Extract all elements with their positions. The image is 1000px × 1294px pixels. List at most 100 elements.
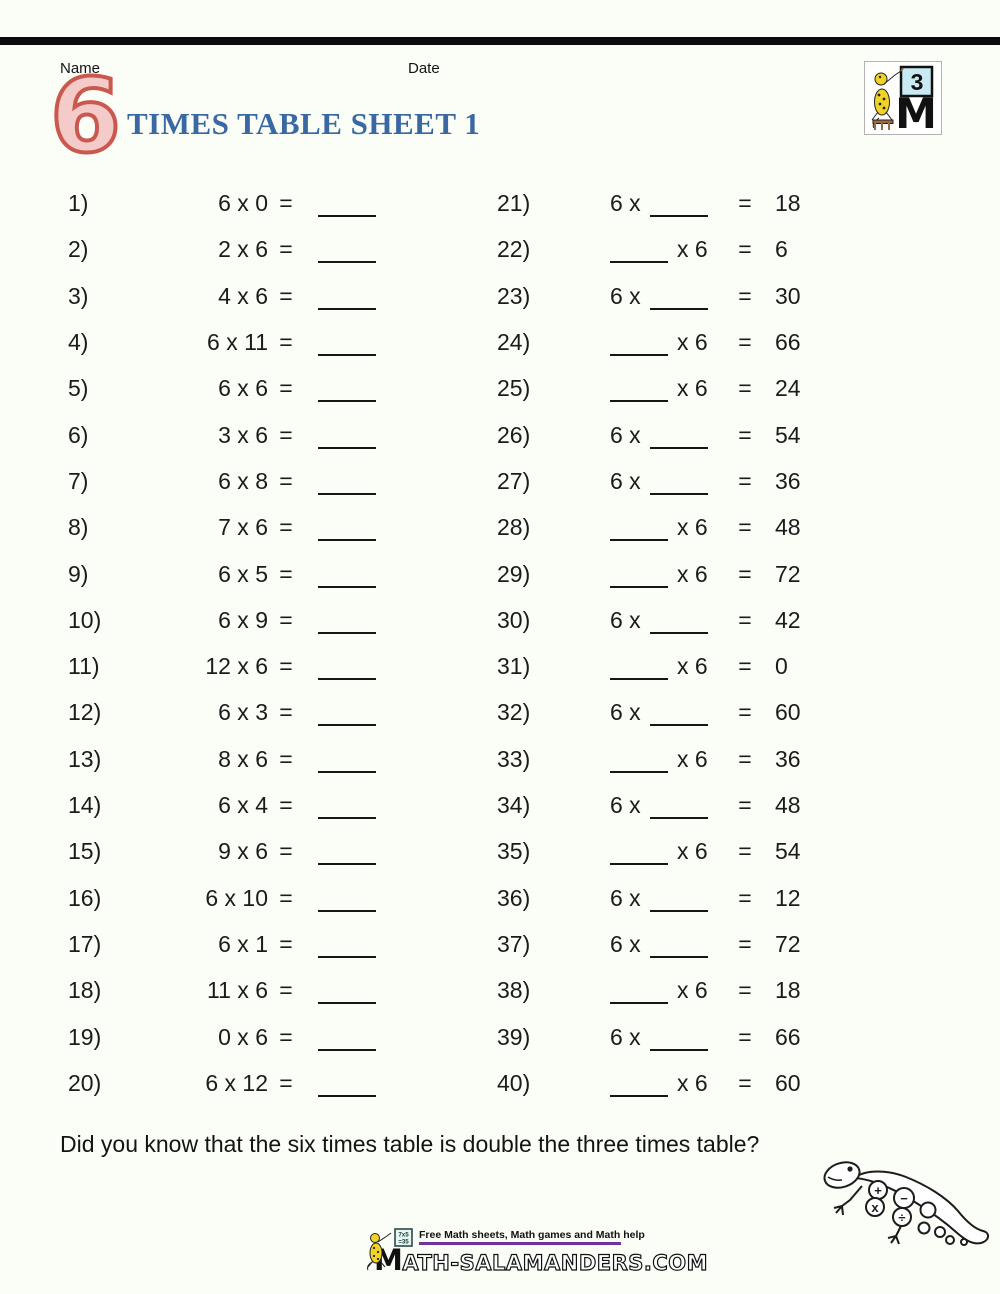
- expression-suffix: x 6: [677, 236, 708, 263]
- answer-blank-cell: [304, 319, 460, 365]
- problem-row: 22) x 6 = 6: [490, 226, 950, 272]
- expression-prefix: 6 x: [610, 931, 641, 957]
- equals-sign: =: [279, 931, 293, 957]
- expression-prefix: 6 x: [610, 699, 641, 726]
- answer-value: 18: [775, 977, 801, 1004]
- expression-suffix: x 6: [677, 375, 708, 402]
- problem-number: 2): [68, 236, 89, 263]
- answer-blank-cell: [304, 597, 460, 643]
- answer-blank: [318, 294, 376, 310]
- equals-sign: =: [738, 653, 752, 680]
- problem-expression: 6 x 10: [205, 884, 268, 911]
- answer-value: 54: [775, 838, 801, 865]
- problem-number: 36): [497, 884, 531, 911]
- equals-sign: =: [738, 745, 752, 772]
- equals-sign: =: [279, 190, 293, 216]
- answer-blank: [318, 525, 376, 542]
- expression-prefix: 6 x: [610, 1023, 641, 1050]
- equals-sign: =: [738, 328, 752, 355]
- problem-expression: 6 x: [610, 180, 735, 226]
- answer-value: 72: [775, 931, 801, 957]
- answer-blank: [610, 340, 668, 356]
- answer-value: 36: [775, 467, 801, 494]
- answer-blank: [318, 803, 376, 820]
- answer-blank-cell: [304, 458, 460, 504]
- answer-blank: [318, 710, 376, 727]
- problem-number: 11): [68, 653, 100, 680]
- problem-expression: 6 x 6: [218, 375, 268, 402]
- equals-sign: =: [738, 421, 752, 448]
- footer-tagline: Free Math sheets, Math games and Math he…: [419, 1229, 645, 1241]
- answer-blank-cell: [304, 875, 460, 921]
- problem-number: 9): [68, 560, 89, 587]
- equals-sign: =: [279, 236, 293, 263]
- math-salamanders-logo-badge: 3 M: [864, 61, 942, 138]
- problem-expression: x 6: [610, 643, 735, 689]
- expression-suffix: x 6: [677, 328, 708, 355]
- fact-text: Did you know that the six times table is…: [60, 1131, 760, 1157]
- expression-suffix: x 6: [677, 560, 708, 587]
- expression-prefix: 6 x: [610, 421, 641, 448]
- equals-sign: =: [279, 1069, 293, 1096]
- problem-expression: 6 x 12: [205, 1069, 268, 1096]
- problem-row: 1) 6 x 0 =: [60, 180, 460, 226]
- answer-blank-cell: [304, 1014, 460, 1060]
- problem-row: 40) x 6 = 60: [490, 1060, 950, 1106]
- badge-box: [899, 65, 934, 98]
- equals-sign: =: [738, 699, 752, 726]
- answer-blank: [318, 479, 376, 495]
- board-line1: 7x5: [398, 1232, 409, 1239]
- problem-number: 20): [68, 1069, 102, 1096]
- answer-blank: [318, 247, 376, 264]
- expression-suffix: x 6: [677, 1069, 708, 1096]
- problem-expression: 6 x: [610, 412, 735, 458]
- problem-number: 21): [497, 190, 531, 216]
- answer-blank: [649, 618, 708, 634]
- problem-expression: 4 x 6: [218, 282, 268, 309]
- answer-value: 42: [775, 606, 801, 633]
- problem-row: 18) 11 x 6 =: [60, 967, 460, 1013]
- equals-sign: =: [279, 838, 293, 865]
- big-number-six: 6: [48, 57, 123, 176]
- problem-expression: 6 x: [610, 875, 735, 921]
- problem-number: 40): [497, 1069, 531, 1096]
- equals-sign: =: [279, 560, 293, 587]
- equals-sign: =: [738, 838, 752, 865]
- problem-expression: 0 x 6: [218, 1023, 268, 1050]
- answer-blank: [318, 618, 376, 634]
- answer-blank: [318, 896, 376, 912]
- problem-row: 16) 6 x 10 =: [60, 875, 460, 921]
- problem-number: 29): [497, 560, 531, 587]
- gecko-minus-symbol: −: [900, 1191, 908, 1206]
- answer-blank: [610, 247, 668, 264]
- problem-number: 27): [497, 467, 531, 494]
- problem-number: 3): [68, 282, 89, 309]
- problem-number: 38): [497, 977, 531, 1004]
- answer-blank: [318, 433, 376, 449]
- equals-sign: =: [279, 699, 293, 726]
- gecko-illustration: + x − ÷: [823, 1161, 989, 1246]
- problem-expression: x 6: [610, 1060, 735, 1106]
- problem-number: 19): [68, 1023, 102, 1050]
- answer-blank-cell: [304, 782, 460, 828]
- page-title: TIMES TABLE SHEET 1: [127, 106, 481, 141]
- problem-row: 38) x 6 = 18: [490, 967, 950, 1013]
- problem-expression: 3 x 6: [218, 421, 268, 448]
- problem-row: 9) 6 x 5 =: [60, 551, 460, 597]
- answer-blank-cell: [304, 967, 460, 1013]
- answer-blank: [610, 386, 668, 403]
- gecko-divide-symbol: ÷: [898, 1210, 905, 1225]
- answer-blank: [649, 896, 708, 912]
- equals-sign: =: [279, 467, 293, 494]
- problem-row: 27) 6 x = 36: [490, 458, 950, 504]
- answer-blank: [318, 340, 376, 356]
- problem-row: 14) 6 x 4 =: [60, 782, 460, 828]
- expression-suffix: x 6: [677, 653, 708, 680]
- problem-row: 17) 6 x 1 =: [60, 921, 460, 967]
- expression-prefix: 6 x: [610, 467, 641, 494]
- equals-sign: =: [738, 514, 752, 541]
- equals-sign: =: [279, 1023, 293, 1050]
- answer-blank-cell: [304, 365, 460, 411]
- problem-expression: 6 x 11: [207, 328, 268, 355]
- expression-prefix: 6 x: [610, 282, 641, 309]
